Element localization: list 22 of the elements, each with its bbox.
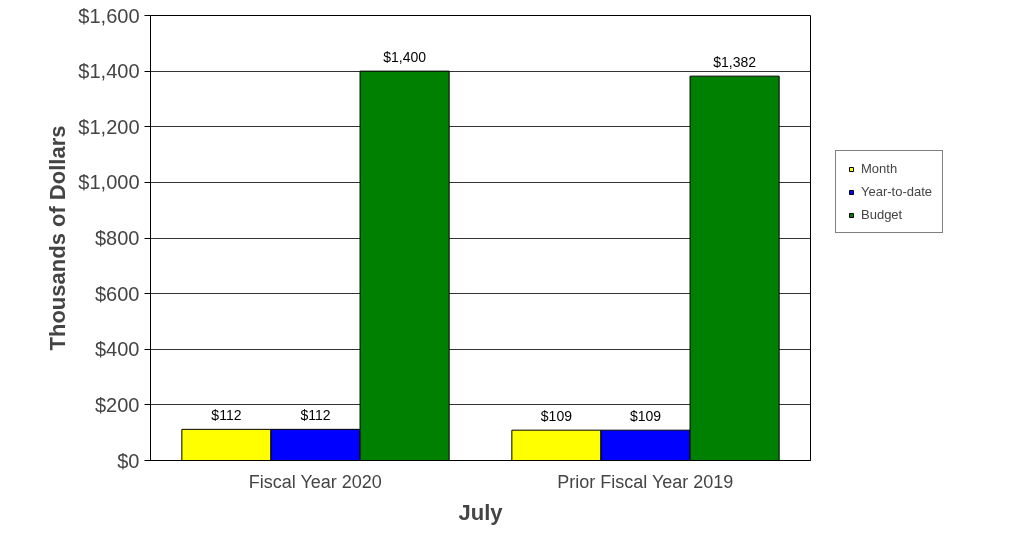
y-tick-label: $0 xyxy=(117,449,140,472)
data-label: $112 xyxy=(211,407,242,424)
y-tick-label: $1,000 xyxy=(78,171,140,194)
data-label: $1,382 xyxy=(713,54,757,71)
y-axis-title: Thousands of Dollars xyxy=(45,125,71,351)
y-tick-label: $1,400 xyxy=(78,60,140,83)
data-label: $109 xyxy=(629,408,662,425)
x-axis-title: July xyxy=(458,499,504,525)
y-tick-label: $800 xyxy=(95,227,140,249)
legend-label: Budget xyxy=(861,207,903,222)
x-tick-label: Prior Fiscal Year 2019 xyxy=(557,471,734,492)
y-tick-label: $1,600 xyxy=(78,4,140,27)
x-tick-label: Fiscal Year 2020 xyxy=(248,471,382,492)
legend-label: Month xyxy=(861,161,898,176)
y-tick-label: $1,200 xyxy=(78,115,140,138)
data-label: $112 xyxy=(300,407,331,424)
legend-label: Year-to-date xyxy=(861,184,933,199)
y-tick-label: $600 xyxy=(95,282,140,305)
y-tick-label: $400 xyxy=(95,338,140,361)
data-label: $1,400 xyxy=(383,49,427,66)
y-tick-label: $200 xyxy=(95,393,140,416)
data-label: $109 xyxy=(540,408,573,425)
